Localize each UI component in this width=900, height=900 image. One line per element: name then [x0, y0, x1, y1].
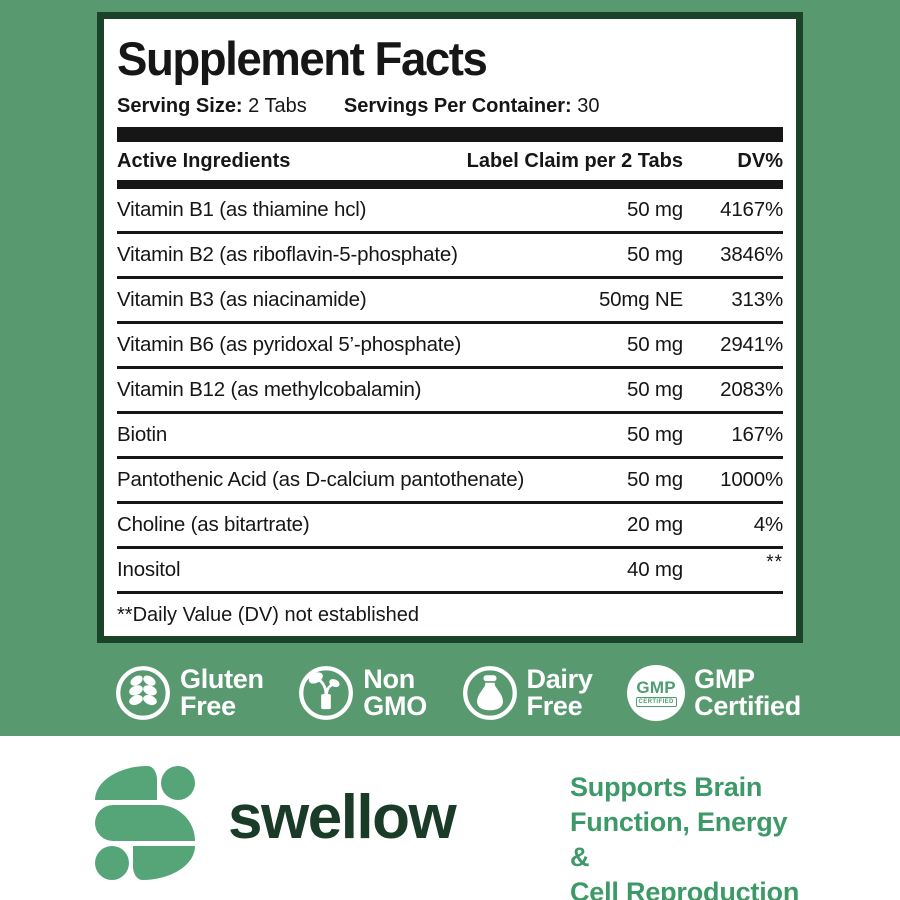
- badge-label: Non GMO: [363, 664, 427, 721]
- table-row: Vitamin B12 (as methylcobalamin) 50 mg 2…: [117, 369, 783, 414]
- logo-leaf-top: [95, 766, 157, 800]
- ingredient-name: Vitamin B12 (as methylcobalamin): [117, 378, 422, 401]
- ingredient-dv: **: [766, 552, 783, 573]
- servings-per-container-value: 30: [577, 95, 600, 117]
- brand-tagline: Supports Brain Function, Energy & Cell R…: [570, 772, 800, 900]
- col-label-claim: Label Claim per 2 Tabs: [466, 149, 683, 172]
- brand-section: swellow Supports Brain Function, Energy …: [0, 736, 900, 900]
- badge-label: GMP Certified: [694, 664, 801, 721]
- table-header: Active Ingredients Label Claim per 2 Tab…: [117, 142, 783, 180]
- ingredient-amount: 40 mg: [627, 558, 683, 581]
- logo-dot-bottom: [95, 846, 129, 880]
- sprout-icon: [299, 666, 354, 720]
- ingredient-name: Biotin: [117, 423, 168, 446]
- ingredient-amount: 50 mg: [627, 333, 683, 356]
- table-row: Inositol 40 mg **: [117, 549, 783, 594]
- badge-gluten-free: Gluten Free: [115, 665, 264, 721]
- dv-footnote: **Daily Value (DV) not established: [117, 603, 420, 626]
- col-dv: DV%: [737, 149, 783, 172]
- ingredient-amount: 50mg NE: [598, 288, 683, 311]
- gmp-seal-icon: GMP CERTIFIED: [627, 665, 686, 721]
- table-row: Pantothenic Acid (as D-calcium pantothen…: [117, 459, 783, 504]
- wheat-icon: [116, 666, 170, 720]
- badge-label: Dairy Free: [526, 664, 593, 721]
- table-row: Vitamin B1 (as thiamine hcl) 50 mg 4167%: [117, 189, 783, 234]
- milk-bottle-icon: [462, 666, 517, 720]
- ingredient-amount: 20 mg: [627, 513, 683, 536]
- divider-bar-medium: [117, 180, 783, 189]
- servings-per-container-label: Servings Per Container:: [343, 95, 572, 117]
- table-row: Choline (as bitartrate) 20 mg 4%: [117, 504, 783, 549]
- table-row: Biotin 50 mg 167%: [117, 414, 783, 459]
- logo-leaf-bottom: [133, 846, 195, 880]
- ingredient-dv: 4167%: [720, 198, 783, 221]
- ingredient-amount: 50 mg: [627, 198, 683, 221]
- swellow-logo-icon: [95, 766, 195, 880]
- ingredient-amount: 50 mg: [627, 423, 683, 446]
- logo-bar-middle: [95, 805, 195, 841]
- facts-title: Supplement Facts: [117, 32, 488, 85]
- serving-size-label: Serving Size:: [117, 95, 243, 117]
- badge-gmp-certified: GMP CERTIFIED GMP Certified: [627, 665, 801, 721]
- ingredient-dv: 2941%: [720, 333, 783, 356]
- logo-dot-top: [161, 766, 195, 800]
- badge-dairy-free: Dairy Free: [462, 665, 593, 721]
- ingredient-amount: 50 mg: [627, 378, 683, 401]
- ingredient-name: Vitamin B3 (as niacinamide): [117, 288, 367, 311]
- ingredient-name: Vitamin B6 (as pyridoxal 5’-phosphate): [117, 333, 462, 356]
- ingredient-dv: 3846%: [720, 243, 783, 266]
- serving-size-value: 2 Tabs: [248, 95, 307, 117]
- col-active-ingredients: Active Ingredients: [117, 149, 291, 172]
- brand-name: swellow: [228, 783, 457, 852]
- serving-info: Serving Size: 2 Tabs Servings Per Contai…: [117, 95, 783, 118]
- badge-non-gmo: Non GMO: [298, 665, 427, 721]
- certification-badges: Gluten Free Non GMO: [115, 650, 801, 736]
- green-background: Supplement Facts Serving Size: 2 Tabs Se…: [0, 0, 900, 736]
- table-row: Vitamin B2 (as riboflavin-5-phosphate) 5…: [117, 234, 783, 279]
- ingredient-name: Vitamin B2 (as riboflavin-5-phosphate): [117, 243, 458, 266]
- ingredient-amount: 50 mg: [627, 468, 683, 491]
- ingredient-dv: 4%: [753, 513, 783, 536]
- ingredient-dv: 1000%: [720, 468, 783, 491]
- supplement-facts-panel: Supplement Facts Serving Size: 2 Tabs Se…: [97, 12, 803, 643]
- ingredient-amount: 50 mg: [627, 243, 683, 266]
- table-row: Vitamin B3 (as niacinamide) 50mg NE 313%: [117, 279, 783, 324]
- ingredient-dv: 167%: [731, 423, 783, 446]
- ingredient-dv: 313%: [731, 288, 783, 311]
- badge-label: Gluten Free: [180, 664, 264, 721]
- ingredient-name: Choline (as bitartrate): [117, 513, 310, 536]
- table-row: Vitamin B6 (as pyridoxal 5’-phosphate) 5…: [117, 324, 783, 369]
- ingredient-name: Inositol: [117, 558, 181, 581]
- ingredient-dv: 2083%: [720, 378, 783, 401]
- ingredient-name: Vitamin B1 (as thiamine hcl): [117, 198, 367, 221]
- ingredient-name: Pantothenic Acid (as D-calcium pantothen…: [117, 468, 525, 491]
- divider-bar-thick: [117, 127, 783, 142]
